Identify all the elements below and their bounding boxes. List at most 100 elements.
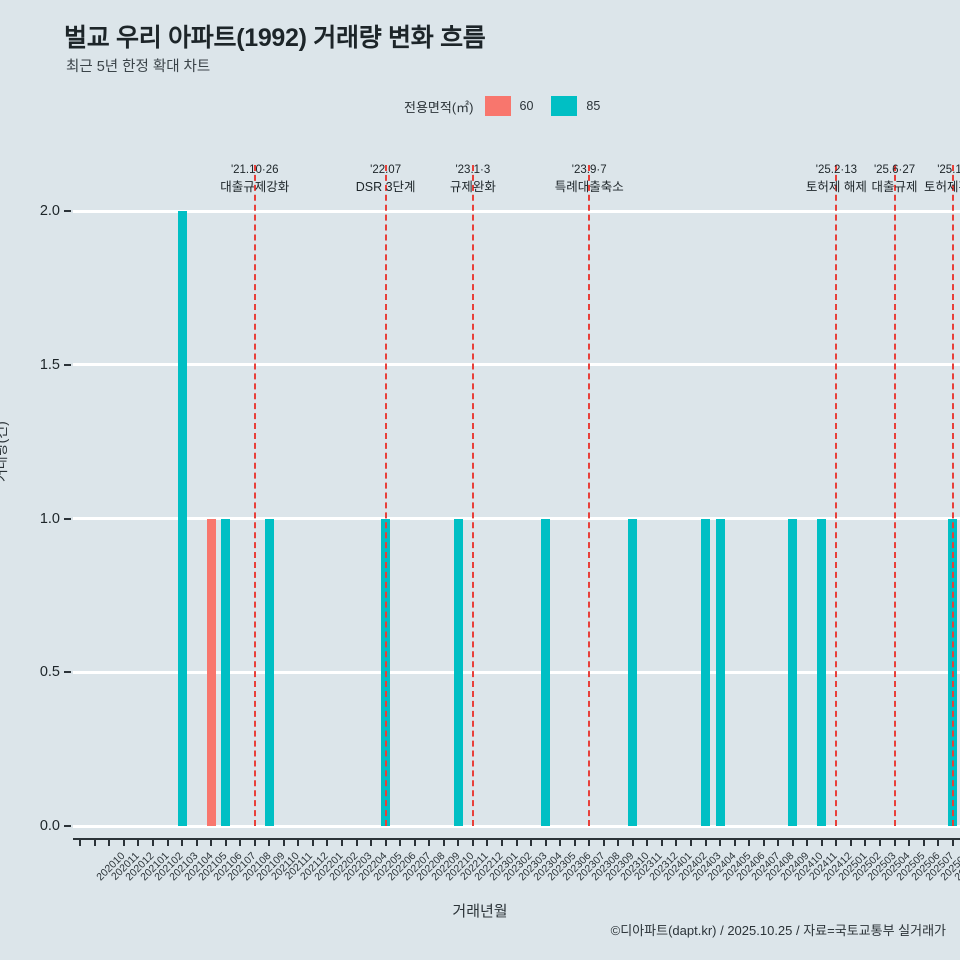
y-tick-mark xyxy=(64,210,71,212)
x-tick-mark xyxy=(748,838,751,846)
bar-202107-60[interactable] xyxy=(206,518,216,826)
x-tick-mark xyxy=(820,838,823,846)
y-tick-label: 2.0 xyxy=(39,203,60,219)
x-tick-mark xyxy=(617,838,620,846)
annotation-line-202110 xyxy=(253,165,256,826)
gridline xyxy=(73,209,960,213)
x-tick-mark xyxy=(588,838,591,846)
bar-202405-85[interactable] xyxy=(701,518,711,826)
x-tick-mark xyxy=(689,838,692,846)
gridline xyxy=(73,670,960,674)
x-axis-title: 거래년월 xyxy=(452,903,508,920)
x-tick-mark xyxy=(733,838,736,846)
annotation-202309: '23.9·7 특례대출축소 xyxy=(529,163,649,195)
x-tick-mark xyxy=(413,838,416,846)
x-tick-mark xyxy=(835,838,838,846)
bar-202501-85[interactable] xyxy=(817,518,827,826)
x-tick-mark xyxy=(908,838,911,846)
x-tick-mark xyxy=(849,838,852,846)
x-tick-mark xyxy=(428,838,431,846)
bar-202111-85[interactable] xyxy=(264,518,274,826)
x-tick-mark xyxy=(573,838,576,846)
x-tick-mark xyxy=(399,838,402,846)
bar-202312-85[interactable] xyxy=(628,518,638,826)
x-tick-mark xyxy=(108,838,111,846)
annotation-line-202301 xyxy=(471,165,474,826)
x-tick-mark xyxy=(93,838,96,846)
bar-202105-85[interactable] xyxy=(177,211,187,826)
x-tick-mark xyxy=(384,838,387,846)
x-tick-mark xyxy=(122,838,125,846)
bar-202406-85[interactable] xyxy=(715,518,725,826)
x-tick-mark xyxy=(210,838,213,846)
annotation-202502: '25.2·13 토허제 해제 xyxy=(776,163,896,195)
annotation-line-202502 xyxy=(835,165,838,826)
annotation-date: '23.1·3 xyxy=(455,164,491,176)
legend-swatch-60 xyxy=(484,96,511,116)
x-tick-mark xyxy=(646,838,649,846)
x-tick-mark xyxy=(370,838,373,846)
x-tick-mark xyxy=(762,838,765,846)
x-tick-mark xyxy=(79,838,82,846)
plot-area xyxy=(73,165,960,828)
annotation-text: 대출규제강화 xyxy=(220,179,290,194)
legend-item-85[interactable]: 85 xyxy=(551,96,600,116)
x-tick-mark xyxy=(791,838,794,846)
x-tick-mark xyxy=(719,838,722,846)
gridline xyxy=(73,517,960,520)
legend-title: 전용면적(㎡) xyxy=(404,99,474,115)
annotation-date: '25.6·27 xyxy=(873,164,916,176)
legend-item-60[interactable]: 60 xyxy=(484,96,534,116)
chart-subtitle: 최근 5년 한정 확대 차트 xyxy=(66,59,211,75)
annotation-line-202309 xyxy=(588,165,591,826)
x-tick-mark xyxy=(282,838,285,846)
x-tick-mark xyxy=(151,838,154,846)
y-tick-label: 1.5 xyxy=(39,356,60,373)
x-tick-mark xyxy=(515,838,518,846)
x-tick-mark xyxy=(893,838,896,846)
x-tick-mark xyxy=(937,838,940,846)
x-tick-mark xyxy=(500,838,503,846)
x-tick-mark xyxy=(777,838,780,846)
annotation-202207: '22.07 DSR 3단계 xyxy=(326,163,446,195)
x-tick-mark xyxy=(951,838,954,846)
x-tick-mark xyxy=(268,838,271,846)
bar-202108-85[interactable] xyxy=(221,518,231,826)
gridline xyxy=(73,824,960,828)
x-tick-mark xyxy=(224,838,227,846)
annotation-202510: '25.10 토허제확대 xyxy=(893,163,960,195)
legend-label-60: 60 xyxy=(519,99,534,113)
x-tick-mark xyxy=(166,838,169,846)
annotation-date: '25.2·13 xyxy=(815,164,857,176)
bar-202306-85[interactable] xyxy=(541,518,551,826)
y-tick-label: 0.0 xyxy=(39,818,60,834)
annotation-202506: '25.6·27 대출규제 xyxy=(835,163,955,195)
x-tick-mark xyxy=(631,838,634,846)
annotation-text: DSR 3단계 xyxy=(355,179,416,194)
x-tick-mark xyxy=(660,838,663,846)
annotation-date: '22.07 xyxy=(370,164,402,176)
chart-footer: ©디아파트(dapt.kr) / 2025.10.25 / 자료=국토교통부 실… xyxy=(610,923,946,938)
x-tick-mark xyxy=(137,838,140,846)
x-tick-mark xyxy=(181,838,184,846)
legend-label-85: 85 xyxy=(586,99,601,113)
x-tick-mark xyxy=(442,838,445,846)
x-tick-mark xyxy=(253,838,256,846)
x-tick-mark xyxy=(239,838,242,846)
chart-title: 벌교 우리 아파트(1992) 거래량 변화 흐름 xyxy=(64,24,486,52)
y-tick-label: 0.5 xyxy=(39,664,60,681)
bar-202212-85[interactable] xyxy=(453,518,463,826)
annotation-text: 특례대출축소 xyxy=(554,179,624,194)
x-tick-mark xyxy=(457,838,460,846)
x-tick-mark xyxy=(675,838,678,846)
annotation-date: '21.10·26 xyxy=(230,164,279,176)
annotation-text: 토허제확대 xyxy=(923,179,960,194)
x-tick-mark xyxy=(297,838,300,846)
bar-202411-85[interactable] xyxy=(788,518,798,826)
annotation-line-202510 xyxy=(951,165,954,826)
legend-swatch-85 xyxy=(551,96,578,116)
x-tick-mark xyxy=(559,838,562,846)
annotation-text: 대출규제 xyxy=(871,179,918,194)
x-tick-mark xyxy=(326,838,329,846)
